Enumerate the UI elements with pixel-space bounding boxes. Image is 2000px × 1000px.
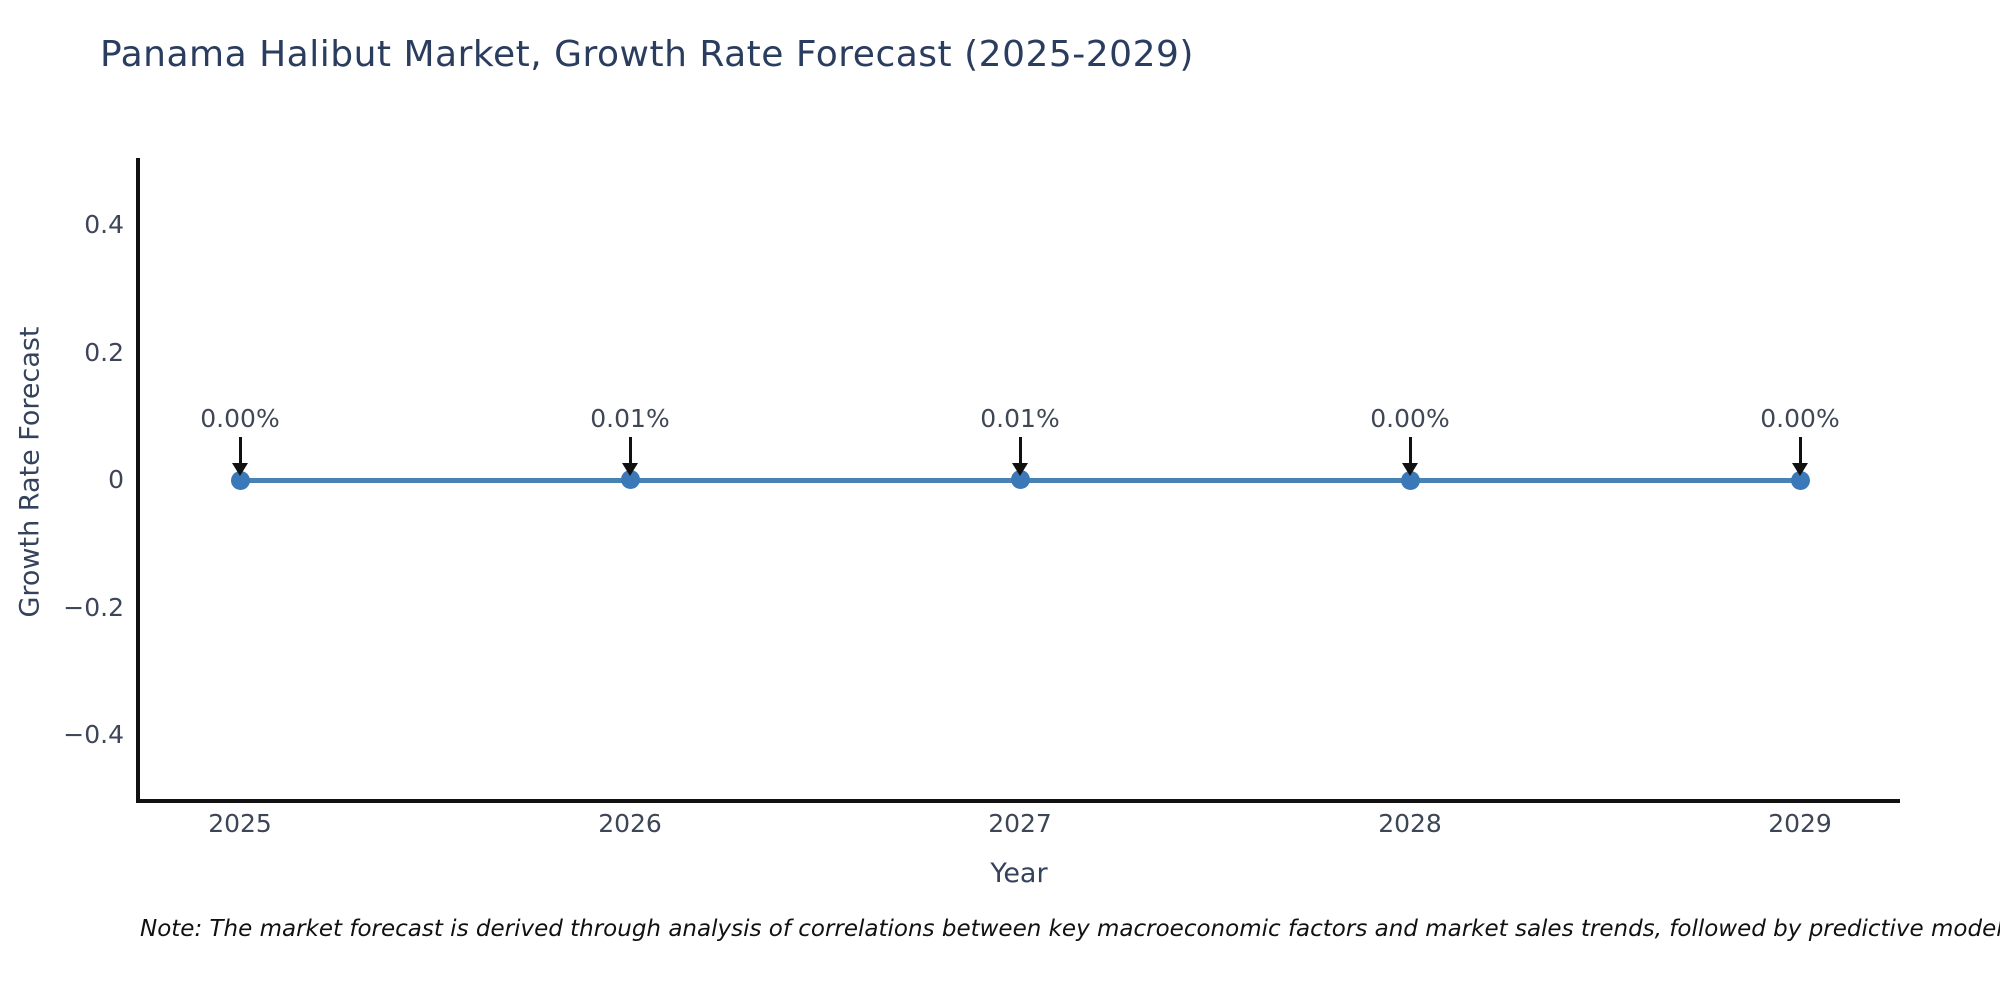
annotation-arrowhead (232, 463, 248, 476)
y-tick-label: −0.4 (63, 720, 124, 749)
x-axis-title: Year (990, 858, 1048, 889)
x-tick-label: 2029 (1768, 809, 1832, 838)
annotation-arrow-stem (628, 436, 632, 464)
annotation-arrow-stem (1018, 436, 1022, 464)
y-tick-label: 0 (108, 465, 124, 494)
annotation-arrowhead (1012, 462, 1028, 476)
x-tick-label: 2025 (208, 809, 272, 838)
annotation-arrow-stem (1798, 437, 1802, 464)
annotation-label: 0.00% (1760, 404, 1840, 433)
y-tick-label: 0.4 (84, 210, 124, 239)
annotation-arrowhead (622, 462, 638, 476)
x-tick-label: 2026 (598, 809, 662, 838)
x-axis-line (136, 799, 1900, 803)
x-tick-label: 2028 (1378, 809, 1442, 838)
annotation-arrow-stem (238, 437, 242, 464)
annotation-arrowhead (1402, 463, 1418, 476)
annotation-arrow-stem (1408, 437, 1412, 464)
footnote: Note: The market forecast is derived thr… (140, 916, 2000, 942)
y-tick-label: −0.2 (63, 592, 124, 622)
annotation-label: 0.00% (200, 404, 280, 433)
y-tick-label: 0.2 (84, 337, 124, 367)
annotation-label: 0.01% (590, 403, 670, 433)
x-tick-label: 2027 (988, 809, 1052, 838)
annotation-label: 0.01% (980, 403, 1060, 433)
chart-title: Panama Halibut Market, Growth Rate Forec… (100, 34, 1194, 75)
annotation-arrowhead (1792, 463, 1808, 476)
annotation-label: 0.00% (1370, 404, 1450, 433)
y-axis-line (136, 158, 140, 803)
